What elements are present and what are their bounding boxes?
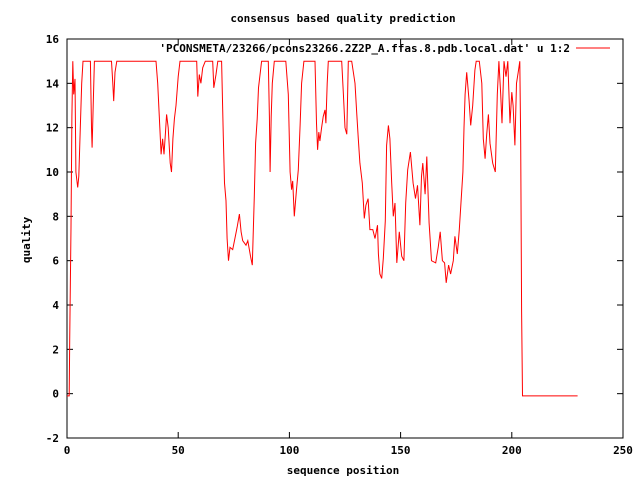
x-tick-label: 250 xyxy=(613,444,633,457)
x-tick-label: 0 xyxy=(64,444,71,457)
y-tick-label: 4 xyxy=(52,299,59,312)
series-group xyxy=(67,60,578,397)
y-tick-label: 2 xyxy=(52,343,59,356)
x-tick-label: 150 xyxy=(391,444,411,457)
chart-title: consensus based quality prediction xyxy=(230,12,455,25)
y-tick-label: 8 xyxy=(52,210,59,223)
y-tick-label: 0 xyxy=(52,388,59,401)
y-tick-label: 10 xyxy=(46,166,59,179)
legend-label: 'PCONSMETA/23266/pcons23266.2Z2P_A.ffas.… xyxy=(159,42,570,55)
x-tick-label: 200 xyxy=(502,444,522,457)
y-tick-label: 12 xyxy=(46,122,59,135)
legend: 'PCONSMETA/23266/pcons23266.2Z2P_A.ffas.… xyxy=(159,42,610,55)
x-axis-label: sequence position xyxy=(287,464,400,477)
series-line xyxy=(67,60,578,397)
y-tick-label: -2 xyxy=(46,432,59,445)
axis-ticks: 0 50 100 150 200 250 -2 0 2 4 6 8 10 12 14 16 xyxy=(46,33,633,457)
x-tick-label: 50 xyxy=(172,444,185,457)
y-tick-label: 16 xyxy=(46,33,60,46)
plot-frame xyxy=(66,38,624,439)
y-tick-label: 14 xyxy=(46,77,60,90)
y-tick-label: 6 xyxy=(52,255,59,268)
x-tick-label: 100 xyxy=(279,444,299,457)
y-axis-label: quality xyxy=(20,216,33,263)
